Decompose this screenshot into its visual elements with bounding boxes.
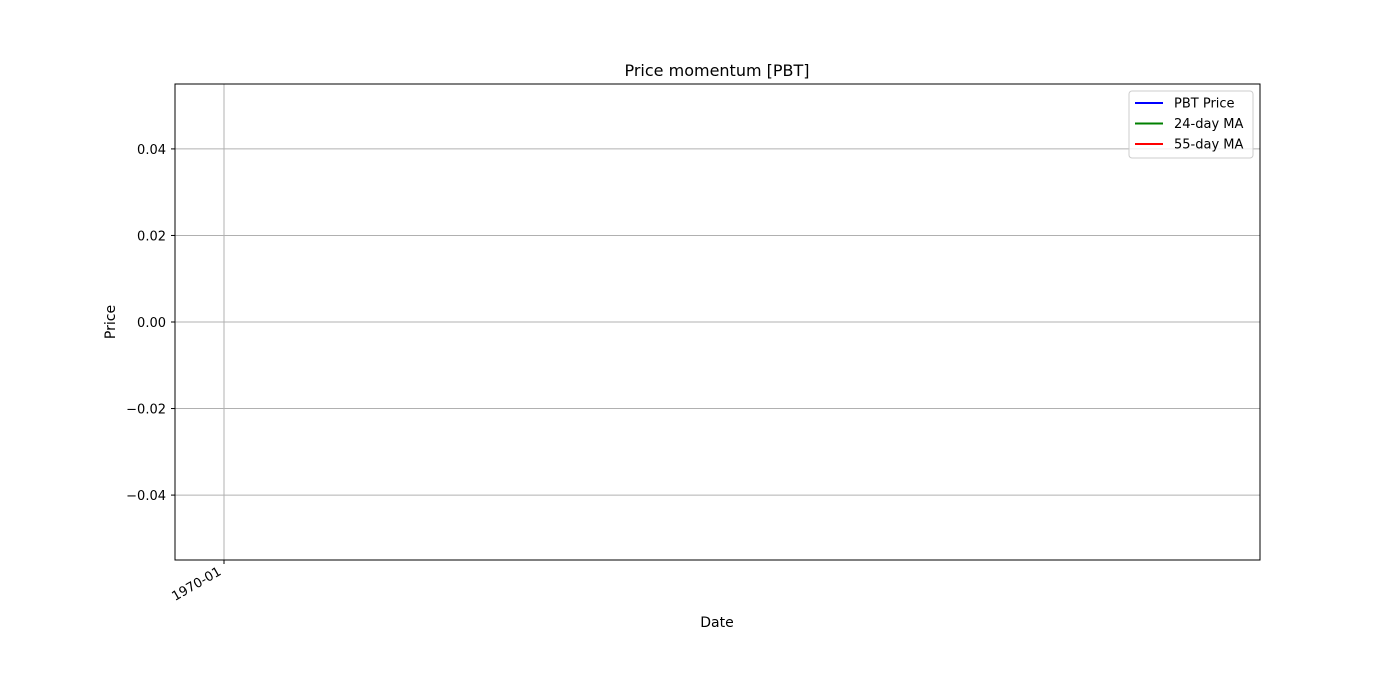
y-tick-label: 0.00 <box>137 316 166 331</box>
y-tick-label: −0.02 <box>126 403 166 418</box>
legend-label: 24-day MA <box>1174 117 1243 132</box>
legend-box <box>1128 90 1254 159</box>
legend: PBT Price 24-day MA 55-day MA <box>1128 90 1254 159</box>
y-tick-label: 0.02 <box>137 229 166 244</box>
legend-label: 55-day MA <box>1174 138 1243 153</box>
gridlines <box>175 84 1260 560</box>
chart-title: Price momentum [PBT] <box>624 61 809 80</box>
y-axis-label: Price <box>103 305 119 339</box>
legend-label: PBT Price <box>1174 97 1235 112</box>
y-tick-label: 0.04 <box>137 143 166 158</box>
y-axis: 0.04 0.02 0.00 −0.02 −0.04 <box>126 143 175 504</box>
x-axis-label: Date <box>700 615 733 631</box>
y-tick-label: −0.04 <box>126 489 166 504</box>
